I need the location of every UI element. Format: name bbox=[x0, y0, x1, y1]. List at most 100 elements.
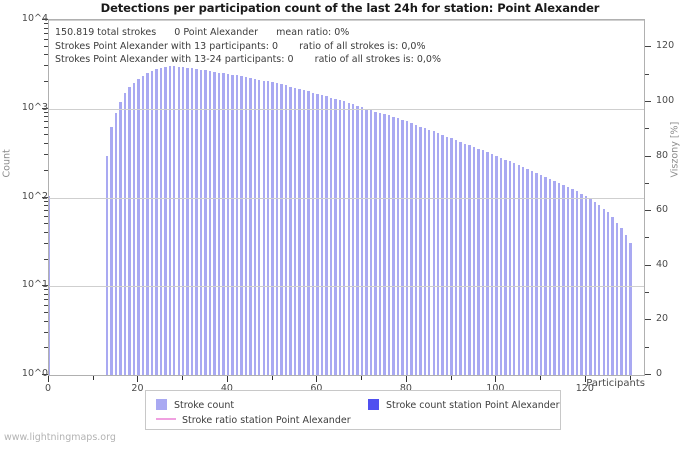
bar bbox=[302, 90, 306, 375]
bar bbox=[548, 178, 552, 375]
bar bbox=[544, 176, 547, 375]
y-axis-left-tick-label: 10^2 bbox=[21, 190, 48, 202]
y-axis-left-minor-tick bbox=[44, 205, 48, 207]
y-axis-left-minor-tick bbox=[44, 289, 48, 291]
bar bbox=[535, 172, 538, 375]
y-axis-left-minor-tick bbox=[44, 223, 48, 225]
bar bbox=[513, 163, 516, 375]
gridline bbox=[49, 286, 644, 288]
y-axis-left-minor-tick bbox=[44, 154, 48, 156]
bar bbox=[365, 108, 368, 375]
y-axis-right-tick-label: 20 bbox=[656, 313, 669, 325]
y-axis-right-minor-tick bbox=[645, 237, 649, 239]
bar bbox=[495, 155, 498, 375]
bar bbox=[173, 66, 176, 375]
x-axis-tick bbox=[584, 376, 586, 382]
bar bbox=[351, 104, 355, 375]
bar bbox=[217, 72, 221, 375]
annotation-line-2: Strokes Point Alexander with 13 particip… bbox=[55, 40, 426, 52]
bar bbox=[423, 128, 426, 375]
bar bbox=[307, 91, 310, 375]
bar bbox=[620, 228, 623, 375]
bar bbox=[454, 139, 458, 375]
bar bbox=[159, 67, 163, 375]
bar bbox=[414, 124, 418, 375]
y-axis-right-tick bbox=[645, 100, 651, 102]
bar bbox=[181, 67, 185, 375]
y-axis-left-minor-tick bbox=[44, 231, 48, 233]
bar bbox=[472, 147, 476, 375]
bar bbox=[539, 174, 543, 375]
y-axis-left-minor-tick bbox=[44, 143, 48, 145]
bar bbox=[132, 83, 136, 375]
legend-label-stroke-count: Stroke count bbox=[174, 400, 235, 411]
plot-area bbox=[48, 19, 645, 376]
bar bbox=[459, 141, 462, 375]
bar bbox=[146, 73, 149, 375]
x-axis-tick bbox=[48, 376, 49, 382]
bar bbox=[405, 121, 409, 375]
bar bbox=[562, 184, 565, 375]
y-axis-left-minor-tick bbox=[44, 320, 48, 322]
y-axis-left-minor-tick bbox=[44, 38, 48, 40]
y-axis-left-minor-tick bbox=[44, 121, 48, 123]
y-axis-left-minor-tick bbox=[44, 54, 48, 56]
x-axis-tick-label: 80 bbox=[399, 383, 412, 394]
bar bbox=[419, 126, 422, 375]
bar bbox=[114, 112, 118, 375]
bar bbox=[401, 119, 404, 375]
x-axis-tick bbox=[495, 376, 497, 382]
y-axis-left-minor-tick bbox=[44, 27, 48, 29]
bar bbox=[280, 84, 283, 375]
y-axis-left-minor-tick bbox=[44, 210, 48, 212]
y-axis-right-minor-tick bbox=[645, 73, 649, 75]
y-axis-left-minor-tick bbox=[44, 169, 48, 171]
bar bbox=[199, 69, 203, 375]
bar bbox=[486, 152, 489, 375]
bar bbox=[266, 81, 270, 375]
bar bbox=[190, 68, 194, 375]
bar bbox=[204, 70, 207, 375]
y-axis-left-minor-tick bbox=[44, 347, 48, 349]
y-axis-left-minor-tick bbox=[44, 23, 48, 25]
bar bbox=[378, 112, 382, 375]
y-axis-right-tick bbox=[645, 264, 651, 266]
y-axis-left-tick bbox=[42, 196, 48, 198]
bar bbox=[629, 242, 632, 375]
bar bbox=[240, 76, 243, 375]
bar bbox=[432, 131, 435, 375]
bar bbox=[598, 205, 601, 375]
bar bbox=[195, 69, 198, 375]
y-axis-left-tick bbox=[42, 285, 48, 287]
legend-label-stroke-count-station: Stroke count station Point Alexander bbox=[386, 400, 560, 411]
bar bbox=[445, 136, 449, 375]
bar bbox=[566, 186, 570, 375]
y-axis-right-tick-label: 100 bbox=[656, 94, 675, 106]
y-axis-left-tick bbox=[42, 19, 48, 20]
bar bbox=[311, 92, 315, 375]
y-axis-left-minor-tick bbox=[44, 242, 48, 244]
bar bbox=[602, 208, 605, 375]
bar bbox=[226, 73, 230, 375]
legend-swatch-stroke-count bbox=[156, 399, 167, 410]
bar bbox=[325, 96, 328, 375]
bar bbox=[593, 201, 596, 375]
bar bbox=[168, 66, 171, 375]
bar bbox=[110, 127, 113, 375]
bar bbox=[428, 129, 431, 375]
bar bbox=[338, 100, 341, 375]
y-axis-right-tick bbox=[645, 155, 651, 157]
x-axis-label: Participants bbox=[586, 378, 645, 389]
bar bbox=[553, 180, 556, 375]
x-axis-minor-tick bbox=[361, 376, 363, 380]
bar bbox=[262, 80, 265, 375]
y-axis-left-minor-tick bbox=[44, 81, 48, 83]
bar bbox=[289, 86, 292, 375]
bar bbox=[526, 168, 529, 375]
bar bbox=[186, 67, 189, 375]
bar bbox=[164, 67, 167, 375]
bar bbox=[275, 83, 279, 375]
bar bbox=[105, 155, 109, 375]
y-axis-right-tick bbox=[645, 374, 651, 375]
